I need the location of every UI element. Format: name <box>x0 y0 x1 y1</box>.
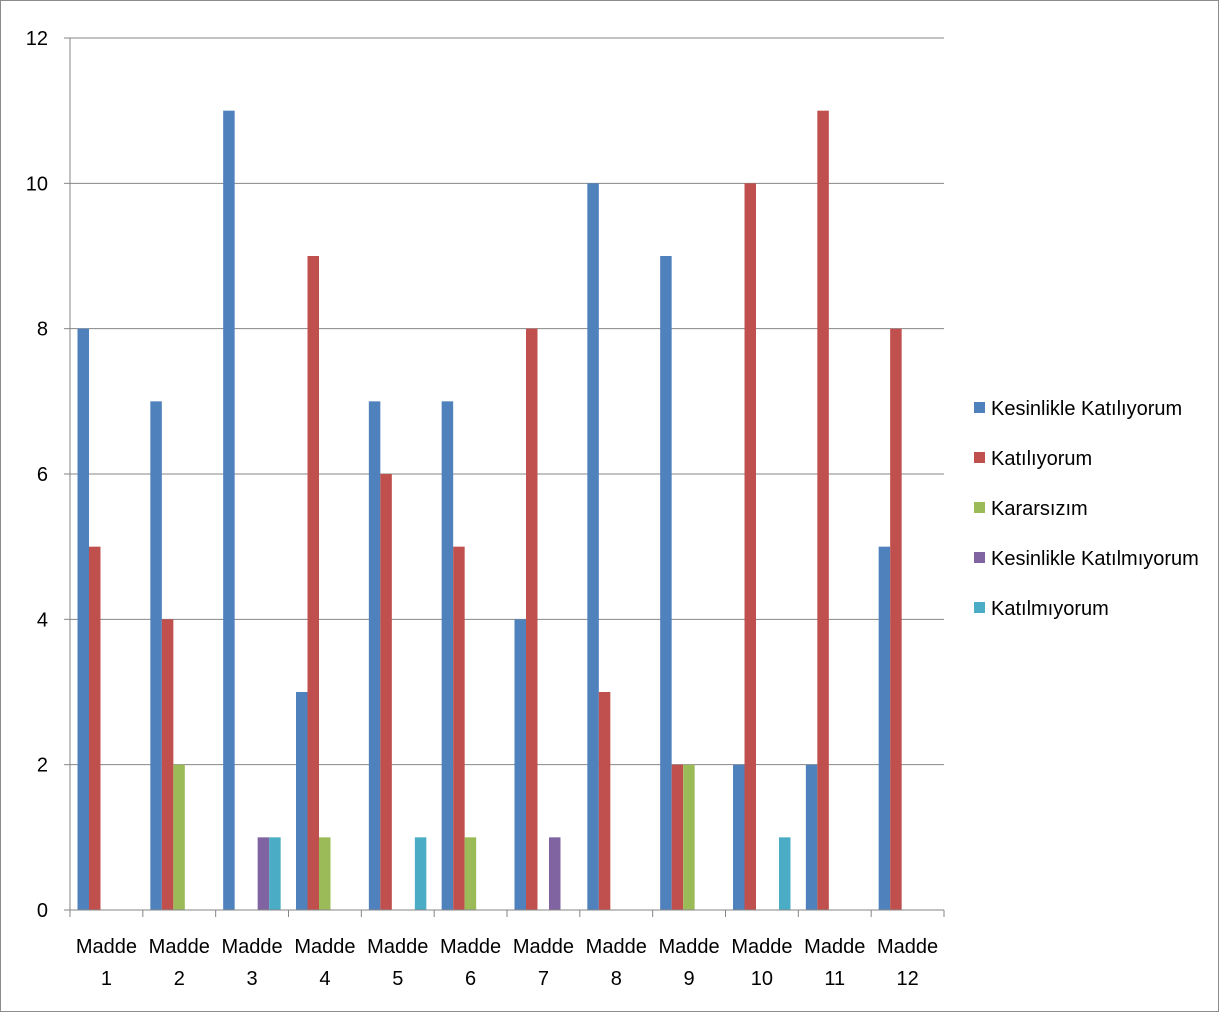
x-tick-label: 1 <box>101 968 112 990</box>
x-tick-label: 7 <box>538 968 549 990</box>
bar-2-10 <box>744 183 756 911</box>
legend-label: Kesinlikle Katılmıyorum <box>991 548 1199 570</box>
y-tick-label: 0 <box>37 900 48 922</box>
x-tick-label: Madde <box>731 936 792 958</box>
y-tick-labels: 0 2 4 6 8 10 12 <box>26 28 48 922</box>
bar-1-11 <box>805 764 818 910</box>
bar-2-11 <box>817 110 829 910</box>
legend-label: Katılıyorum <box>991 448 1092 470</box>
gridlines <box>70 37 944 766</box>
bar-2-9 <box>671 764 684 910</box>
legend-label: Katılmıyorum <box>991 598 1109 620</box>
bar-1-5 <box>368 401 381 910</box>
bar-1-10 <box>733 764 745 910</box>
legend: Kesinlikle Katılıyorum Katılıyorum Kararsı… <box>974 398 1199 620</box>
x-tick-label: 12 <box>896 968 918 990</box>
x-tick-label: Madde <box>76 936 137 958</box>
bar-2-5 <box>380 474 392 910</box>
y-tick-label: 10 <box>26 173 48 195</box>
x-tick-label: Madde <box>659 936 720 958</box>
y-tick-label: 12 <box>26 28 48 50</box>
x-tick-label: Madde <box>294 936 355 958</box>
bar-1-2 <box>150 401 162 910</box>
bar-4-3 <box>257 837 270 910</box>
x-tick-label: 6 <box>465 968 476 990</box>
legend-swatch <box>974 402 985 413</box>
y-tick-label: 6 <box>37 464 48 486</box>
x-tick-label: Madde <box>222 936 283 958</box>
x-tick-label: 8 <box>611 968 622 990</box>
bar-1-7 <box>514 619 526 910</box>
bar-2-12 <box>890 328 902 911</box>
legend-label: Kesinlikle Katılıyorum <box>991 398 1182 420</box>
x-tick-label: 9 <box>684 968 695 990</box>
axes <box>64 37 945 917</box>
bar-3-9 <box>683 764 695 910</box>
bar-2-7 <box>526 328 538 911</box>
bar-1-4 <box>296 692 308 910</box>
bar-1-1 <box>77 328 89 911</box>
bar-5-5 <box>414 837 427 910</box>
legend-swatch <box>974 552 985 563</box>
x-tick-label: Madde <box>804 936 865 958</box>
bar-1-12 <box>878 546 891 910</box>
x-tick-label: Madde <box>877 936 938 958</box>
legend-swatch <box>974 502 985 513</box>
bar-2-8 <box>598 692 611 910</box>
x-tick-label: 5 <box>392 968 403 990</box>
bar-3-2 <box>173 764 185 910</box>
x-tick-label: Madde <box>586 936 647 958</box>
x-tick-labels: Madde 1 Madde 2 Madde 3 Madde 4 Madde 5 Madde 6 Madd… <box>76 936 938 990</box>
y-tick-label: 8 <box>37 319 48 341</box>
x-tick-label: Madde <box>149 936 210 958</box>
bar-2-4 <box>307 256 319 910</box>
x-tick-label: 11 <box>824 968 845 990</box>
legend-label: Kararsızım <box>991 498 1088 520</box>
x-tick-label: 10 <box>751 968 773 990</box>
legend-swatch <box>974 602 985 613</box>
bar-1-6 <box>441 401 454 910</box>
bar-1-9 <box>660 256 672 910</box>
bars <box>77 110 902 911</box>
legend-swatch <box>974 452 985 463</box>
x-tick-label: Madde <box>440 936 501 958</box>
x-tick-label: 2 <box>174 968 185 990</box>
x-tick-label: 4 <box>319 968 330 990</box>
bar-2-1 <box>89 546 101 910</box>
bar-5-10 <box>779 837 791 910</box>
y-tick-label: 4 <box>37 609 48 631</box>
bar-5-3 <box>269 837 281 910</box>
bar-2-2 <box>161 619 174 910</box>
y-tick-label: 2 <box>37 755 48 777</box>
x-tick-label: Madde <box>367 936 428 958</box>
bar-1-8 <box>587 183 599 911</box>
bar-4-7 <box>549 837 561 910</box>
x-tick-label: Madde <box>513 936 574 958</box>
bar-2-6 <box>453 546 465 910</box>
x-tick-label: 3 <box>247 968 258 990</box>
bar-3-4 <box>319 837 331 910</box>
bar-1-3 <box>223 110 235 910</box>
bar-3-6 <box>464 837 477 910</box>
